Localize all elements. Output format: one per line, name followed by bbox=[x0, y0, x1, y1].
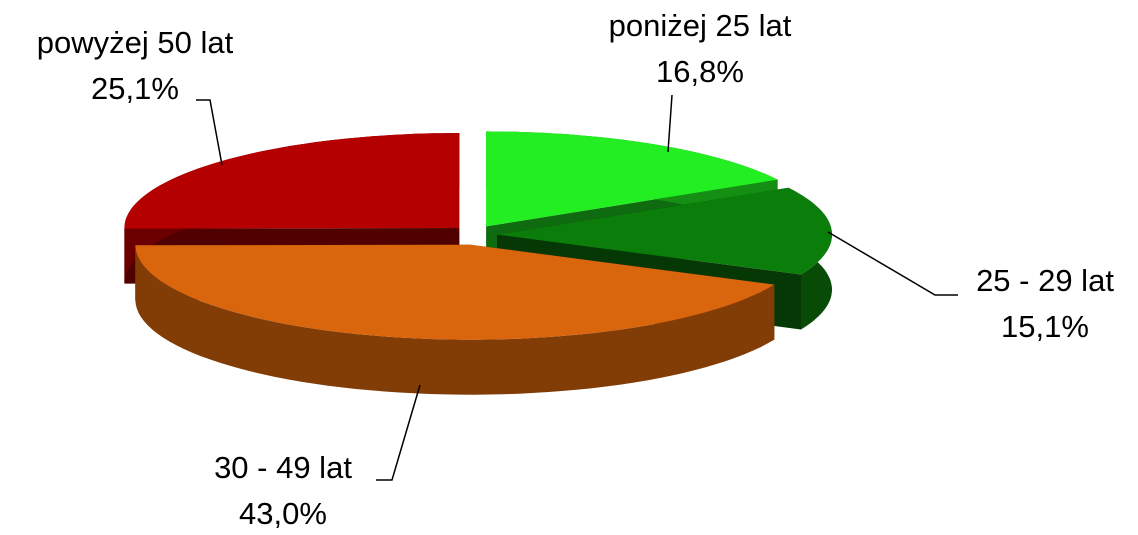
slice-label: powyżej 50 lat bbox=[37, 25, 234, 60]
leader-line bbox=[376, 384, 421, 481]
slice bbox=[135, 244, 775, 340]
slice-label: poniżej 25 lat bbox=[609, 8, 792, 43]
value-label: 15,1% bbox=[1001, 309, 1089, 344]
value-label: 16,8% bbox=[656, 54, 744, 89]
leader-line bbox=[196, 99, 223, 166]
value-label: 25,1% bbox=[91, 71, 179, 106]
slice bbox=[124, 133, 460, 229]
slice bbox=[497, 187, 832, 275]
slice-side bbox=[135, 245, 775, 395]
slice-label: 30 - 49 lat bbox=[214, 450, 352, 485]
value-label: 43,0% bbox=[239, 496, 327, 531]
leader-line bbox=[827, 231, 958, 296]
pie bbox=[124, 131, 832, 395]
leader-line bbox=[667, 94, 673, 153]
slice bbox=[486, 131, 778, 227]
slice-label: 25 - 29 lat bbox=[976, 263, 1114, 298]
